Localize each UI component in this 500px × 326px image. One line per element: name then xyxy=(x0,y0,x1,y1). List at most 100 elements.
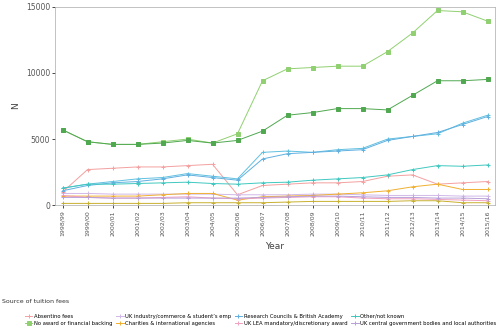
Provider waiver/award xyxy=(60,186,66,190)
European Commission xyxy=(234,201,240,205)
Line: Research Councils & British Academy: Research Councils & British Academy xyxy=(60,114,490,193)
UK central government bodies and local authorities xyxy=(484,197,490,201)
UK industry/commerce & student’s emp xyxy=(110,192,116,196)
Line: No award or financial backing: No award or financial backing xyxy=(60,8,490,146)
Research Councils & British Academy xyxy=(460,123,466,126)
Research Councils & British Academy xyxy=(84,184,90,187)
UK central government bodies and local authorities xyxy=(184,196,190,200)
No award or financial backing xyxy=(260,79,266,83)
UK industry/commerce & student’s emp xyxy=(310,192,316,196)
Absentino fees xyxy=(260,184,266,187)
Charities & international agencies xyxy=(184,191,190,195)
Other/not known xyxy=(384,173,390,177)
Other/not known xyxy=(184,180,190,184)
Provider waiver/award xyxy=(434,132,440,136)
UK central government bodies and local authorities xyxy=(210,196,216,200)
UK central government bodies and local authorities xyxy=(284,195,290,199)
UK industry/commerce & student’s emp xyxy=(260,193,266,197)
Other/not known xyxy=(84,182,90,186)
Research Councils & British Academy xyxy=(184,173,190,177)
Provider waiver/award xyxy=(310,150,316,154)
Provider waiver/award xyxy=(84,182,90,186)
Charities & international agencies xyxy=(334,192,340,196)
Absentino fees xyxy=(284,182,290,186)
Provider waiver/award xyxy=(134,177,140,181)
Charities & international agencies xyxy=(60,194,66,198)
UK LEA mandatory/discretionary award xyxy=(460,198,466,202)
Line: UK central government bodies and local authorities: UK central government bodies and local a… xyxy=(60,194,490,201)
No award or financial backing xyxy=(310,66,316,69)
Line: Other overseas sources: Other overseas sources xyxy=(60,77,490,146)
No award or financial backing xyxy=(410,31,416,35)
UK industry/commerce & student’s emp xyxy=(234,193,240,197)
Other/not known xyxy=(60,186,66,190)
UK LEA mandatory/discretionary award xyxy=(334,195,340,199)
European Commission xyxy=(84,201,90,205)
UK LEA mandatory/discretionary award xyxy=(260,196,266,200)
Absentino fees xyxy=(360,180,366,184)
European Commission xyxy=(60,201,66,205)
UK central government bodies and local authorities xyxy=(134,196,140,200)
Absentino fees xyxy=(60,190,66,194)
Charities & international agencies xyxy=(210,191,216,195)
Other overseas sources xyxy=(260,129,266,133)
UK LEA mandatory/discretionary award xyxy=(210,196,216,200)
Absentino fees xyxy=(210,162,216,166)
Other/not known xyxy=(310,178,316,182)
Provider waiver/award xyxy=(484,113,490,117)
European Commission xyxy=(110,201,116,205)
Absentino fees xyxy=(134,165,140,169)
X-axis label: Year: Year xyxy=(266,242,284,251)
Research Councils & British Academy xyxy=(310,150,316,154)
No award or financial backing xyxy=(84,140,90,144)
No award or financial backing xyxy=(184,137,190,141)
European Commission xyxy=(160,201,166,205)
Other overseas sources xyxy=(284,113,290,117)
No award or financial backing xyxy=(284,67,290,71)
UK central government bodies and local authorities xyxy=(110,196,116,200)
Research Councils & British Academy xyxy=(110,181,116,185)
Charities & international agencies xyxy=(234,198,240,202)
Charities & international agencies xyxy=(134,194,140,198)
UK LEA mandatory/discretionary award xyxy=(160,196,166,200)
No award or financial backing xyxy=(110,142,116,146)
Provider waiver/award xyxy=(460,121,466,125)
UK industry/commerce & student’s emp xyxy=(60,191,66,195)
UK industry/commerce & student’s emp xyxy=(160,192,166,196)
UK industry/commerce & student’s emp xyxy=(184,192,190,196)
Charities & international agencies xyxy=(384,189,390,193)
European Commission xyxy=(334,200,340,203)
UK LEA mandatory/discretionary award xyxy=(84,196,90,200)
Other/not known xyxy=(460,164,466,168)
UK central government bodies and local authorities xyxy=(160,196,166,200)
Research Councils & British Academy xyxy=(434,130,440,134)
Absentino fees xyxy=(110,166,116,170)
Other overseas sources xyxy=(360,107,366,111)
Other/not known xyxy=(160,181,166,185)
Provider waiver/award xyxy=(260,150,266,154)
Other overseas sources xyxy=(84,140,90,144)
No award or financial backing xyxy=(434,8,440,12)
UK industry/commerce & student’s emp xyxy=(134,192,140,196)
No award or financial backing xyxy=(484,19,490,23)
Other/not known xyxy=(134,182,140,185)
Charities & international agencies xyxy=(434,182,440,186)
Absentino fees xyxy=(184,164,190,168)
Research Councils & British Academy xyxy=(360,148,366,152)
UK LEA mandatory/discretionary award xyxy=(310,195,316,199)
European Commission xyxy=(134,201,140,205)
Provider waiver/award xyxy=(234,177,240,181)
Research Councils & British Academy xyxy=(334,149,340,153)
Absentino fees xyxy=(410,173,416,177)
Other/not known xyxy=(210,182,216,185)
UK central government bodies and local authorities xyxy=(360,195,366,199)
Charities & international agencies xyxy=(360,191,366,195)
Other overseas sources xyxy=(460,79,466,83)
UK industry/commerce & student’s emp xyxy=(210,192,216,196)
Other overseas sources xyxy=(134,142,140,146)
UK central government bodies and local authorities xyxy=(310,194,316,198)
European Commission xyxy=(210,201,216,205)
Research Councils & British Academy xyxy=(384,139,390,142)
Charities & international agencies xyxy=(260,195,266,199)
European Commission xyxy=(484,201,490,205)
